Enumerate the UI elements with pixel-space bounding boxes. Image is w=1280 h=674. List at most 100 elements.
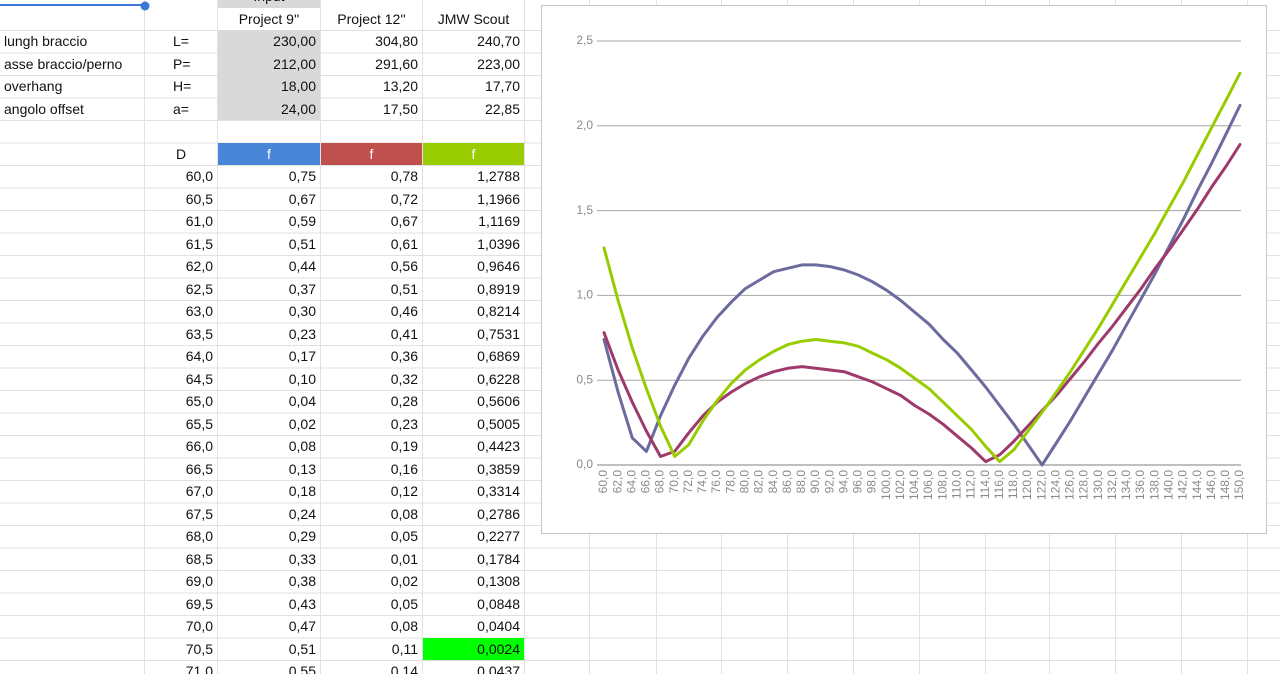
- cell[interactable]: Project 9'': [238, 10, 300, 27]
- cell[interactable]: 1,0396: [477, 235, 520, 252]
- cell[interactable]: 0,44: [288, 258, 316, 274]
- cell[interactable]: 0,59: [288, 213, 316, 229]
- cell[interactable]: asse braccio/perno: [4, 55, 123, 72]
- cell[interactable]: 0,72: [390, 190, 418, 207]
- cell[interactable]: 1,1169: [478, 213, 520, 229]
- cell[interactable]: 0,7531: [477, 325, 520, 342]
- cell[interactable]: 0,29: [288, 528, 316, 544]
- cell[interactable]: 0,0024: [423, 637, 524, 660]
- cell[interactable]: 0,18: [288, 483, 316, 499]
- cell[interactable]: 64,0: [185, 348, 213, 364]
- cell[interactable]: 0,51: [288, 235, 316, 252]
- cell[interactable]: 0,05: [390, 528, 418, 544]
- cell[interactable]: 0,08: [288, 438, 316, 454]
- cell[interactable]: 0,1308: [477, 573, 520, 589]
- cell[interactable]: 0,28: [390, 393, 418, 409]
- cell[interactable]: 66,5: [185, 460, 213, 477]
- cell[interactable]: 0,51: [390, 280, 418, 297]
- cell[interactable]: 0,46: [390, 303, 418, 319]
- selection-handle[interactable]: [140, 1, 150, 11]
- cell[interactable]: 0,43: [288, 595, 316, 612]
- cell[interactable]: lungh braccio: [4, 33, 88, 49]
- cell[interactable]: 0,1784: [477, 550, 520, 567]
- cell[interactable]: Input: [218, 0, 320, 8]
- cell[interactable]: 0,5005: [477, 415, 520, 432]
- cell[interactable]: 70,5: [185, 640, 213, 657]
- cell[interactable]: 65,5: [185, 415, 213, 432]
- cell[interactable]: 0,8919: [477, 280, 520, 297]
- cell[interactable]: 0,14: [390, 663, 418, 674]
- cell[interactable]: 67,5: [185, 505, 213, 522]
- cell[interactable]: 0,16: [390, 460, 418, 477]
- cell[interactable]: 0,0404: [477, 618, 520, 634]
- cell[interactable]: 0,33: [288, 550, 316, 567]
- cell[interactable]: f: [423, 142, 524, 165]
- cell[interactable]: 61,5: [185, 235, 213, 252]
- cell[interactable]: P=: [173, 55, 191, 72]
- cell[interactable]: 223,00: [477, 55, 520, 72]
- cell[interactable]: 0,02: [288, 415, 316, 432]
- cell[interactable]: 71,0: [185, 663, 213, 674]
- cell[interactable]: angolo offset: [4, 100, 84, 117]
- cell[interactable]: 0,51: [288, 640, 316, 657]
- cell[interactable]: 0,6869: [477, 348, 520, 364]
- cell[interactable]: 0,11: [391, 640, 418, 657]
- cell[interactable]: 0,67: [288, 190, 316, 207]
- cell[interactable]: 0,30: [288, 303, 316, 319]
- cell[interactable]: 0,36: [390, 348, 418, 364]
- cell[interactable]: 0,17: [288, 348, 316, 364]
- cell[interactable]: D: [175, 145, 187, 162]
- cell[interactable]: L=: [173, 33, 189, 49]
- cell[interactable]: 66,0: [185, 438, 213, 454]
- cell[interactable]: 64,5: [185, 370, 213, 387]
- cell[interactable]: 60,0: [185, 168, 213, 184]
- cell[interactable]: 69,0: [185, 573, 213, 589]
- cell[interactable]: f: [218, 142, 320, 165]
- cell[interactable]: 0,55: [288, 663, 316, 674]
- cell[interactable]: 0,75: [288, 168, 316, 184]
- cell[interactable]: 0,2277: [477, 528, 520, 544]
- cell[interactable]: 0,47: [288, 618, 316, 634]
- cell[interactable]: 13,20: [382, 78, 418, 94]
- cell[interactable]: 0,08: [390, 618, 418, 634]
- cell[interactable]: 0,08: [390, 505, 418, 522]
- cell[interactable]: a=: [173, 100, 189, 117]
- cell[interactable]: 0,37: [288, 280, 316, 297]
- cell[interactable]: 0,6228: [477, 370, 520, 387]
- cell[interactable]: 17,70: [484, 78, 520, 94]
- cell[interactable]: 0,12: [390, 483, 418, 499]
- cell[interactable]: 0,0437: [477, 663, 520, 674]
- cell[interactable]: 0,24: [288, 505, 316, 522]
- cell[interactable]: 212,00: [218, 52, 320, 75]
- cell[interactable]: 0,04: [288, 393, 316, 409]
- cell[interactable]: 0,2786: [477, 505, 520, 522]
- cell[interactable]: Project 12'': [337, 10, 406, 27]
- cell[interactable]: 1,2788: [477, 168, 520, 184]
- cell[interactable]: 0,9646: [477, 258, 520, 274]
- cell[interactable]: 0,05: [390, 595, 418, 612]
- cell[interactable]: 0,32: [390, 370, 418, 387]
- cell[interactable]: H=: [173, 78, 192, 94]
- cell[interactable]: overhang: [4, 78, 63, 94]
- cell[interactable]: 230,00: [218, 30, 320, 53]
- cell[interactable]: 240,70: [477, 33, 520, 49]
- cell[interactable]: 0,8214: [477, 303, 520, 319]
- cell[interactable]: 68,0: [185, 528, 213, 544]
- cell[interactable]: 65,0: [185, 393, 213, 409]
- cell[interactable]: 69,5: [185, 595, 213, 612]
- cell[interactable]: 0,3859: [477, 460, 520, 477]
- cell[interactable]: 0,0848: [477, 595, 520, 612]
- cell[interactable]: 61,0: [185, 213, 213, 229]
- cell[interactable]: 62,5: [185, 280, 213, 297]
- cell[interactable]: 0,10: [288, 370, 316, 387]
- cell[interactable]: 0,38: [288, 573, 316, 589]
- cell[interactable]: 0,01: [390, 550, 418, 567]
- cell[interactable]: 17,50: [382, 100, 418, 117]
- cell[interactable]: 0,23: [390, 415, 418, 432]
- cell[interactable]: 0,3314: [477, 483, 520, 499]
- cell[interactable]: 0,61: [390, 235, 418, 252]
- cell[interactable]: 304,80: [375, 33, 418, 49]
- cell[interactable]: 70,0: [185, 618, 213, 634]
- cell[interactable]: 0,56: [390, 258, 418, 274]
- cell[interactable]: 24,00: [218, 97, 320, 120]
